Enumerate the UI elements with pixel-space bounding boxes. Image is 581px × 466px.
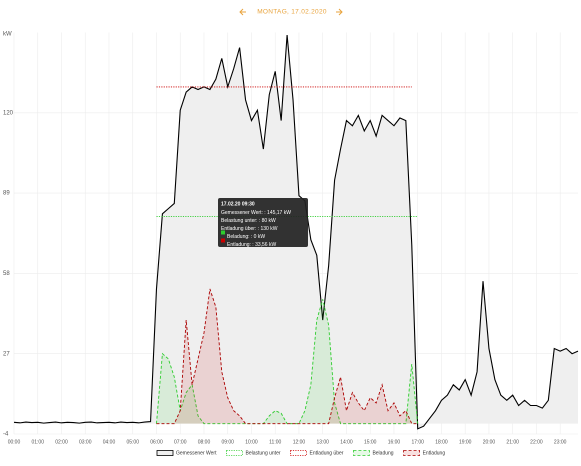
series-area — [156, 288, 418, 424]
legend-label: Gemessener Wert — [176, 450, 217, 456]
legend-swatch — [290, 450, 307, 456]
x-tick-label: 14:00 — [340, 439, 353, 445]
x-tick-label: 09:00 — [221, 439, 234, 445]
tooltip-swatch — [221, 230, 225, 235]
tooltip-box — [218, 198, 308, 247]
x-tick-label: 01:00 — [31, 439, 44, 445]
legend-swatch — [156, 450, 174, 456]
x-tick-label: 20:00 — [483, 439, 496, 445]
x-tick-label: 21:00 — [506, 439, 519, 445]
next-arrow[interactable] — [336, 8, 343, 16]
tooltip-title: 17.02.20 09:30 — [221, 201, 255, 207]
legend-swatch — [353, 450, 370, 456]
legend: Gemessener Wert Belastung unter Entladung … — [156, 450, 446, 456]
x-tick-label: 19:00 — [459, 439, 472, 445]
chart-title: MONTAG, 17.02.2020 — [257, 9, 327, 16]
y-tick-label: -4 — [3, 432, 9, 438]
tooltip-line: Entladung: : 33,56 kW — [227, 242, 276, 248]
x-tick-label: 16:00 — [388, 439, 401, 445]
x-tick-label: 00:00 — [8, 439, 21, 445]
y-tick-label: 120 — [3, 110, 14, 116]
x-tick-label: 04:00 — [103, 439, 116, 445]
x-tick-label: 15:00 — [364, 439, 377, 445]
x-tick-label: 22:00 — [530, 439, 543, 445]
tooltip-line: Entladung über: : 130 kW — [221, 226, 278, 232]
tooltip-line: Beladung: : 0 kW — [227, 234, 265, 240]
x-tick-label: 12:00 — [293, 439, 306, 445]
x-tick-label: 02:00 — [55, 439, 68, 445]
x-tick-label: 17:00 — [411, 439, 424, 445]
series-line — [156, 299, 419, 425]
y-axis-label: kW — [3, 32, 12, 38]
x-tick-label: 07:00 — [174, 439, 187, 445]
series-area — [156, 299, 418, 424]
prev-arrow[interactable] — [239, 8, 246, 16]
legend-swatch — [403, 450, 420, 456]
series-line — [13, 35, 579, 430]
x-tick-label: 10:00 — [245, 439, 258, 445]
legend-label: Entladung über — [310, 450, 344, 456]
legend-label: Belastung unter — [245, 450, 280, 456]
x-tick-label: 05:00 — [126, 439, 139, 445]
legend-swatch — [226, 450, 243, 456]
tooltip-swatch — [221, 238, 225, 243]
x-tick-label: 03:00 — [79, 439, 92, 445]
x-tick-label: 11:00 — [269, 439, 281, 445]
x-tick-label: 23:00 — [554, 439, 567, 445]
x-tick-label: 13:00 — [316, 439, 329, 445]
x-tick-label: 18:00 — [435, 439, 448, 445]
tooltip-line: Gemessener Wert: : 145,17 kW — [221, 210, 291, 216]
legend-label: Beladung — [372, 450, 393, 456]
tooltip: 17.02.20 09:30 Gemessener Wert: : 145,17 … — [218, 198, 308, 248]
tooltip-line: Belastung unter: : 80 kW — [221, 218, 276, 224]
y-tick-label: 27 — [3, 351, 10, 357]
x-tick-label: 06:00 — [150, 439, 163, 445]
x-tick-label: 08:00 — [198, 439, 211, 445]
y-tick-label: 89 — [3, 191, 10, 197]
legend-label: Entladung — [423, 450, 446, 456]
y-tick-label: 58 — [3, 271, 10, 277]
